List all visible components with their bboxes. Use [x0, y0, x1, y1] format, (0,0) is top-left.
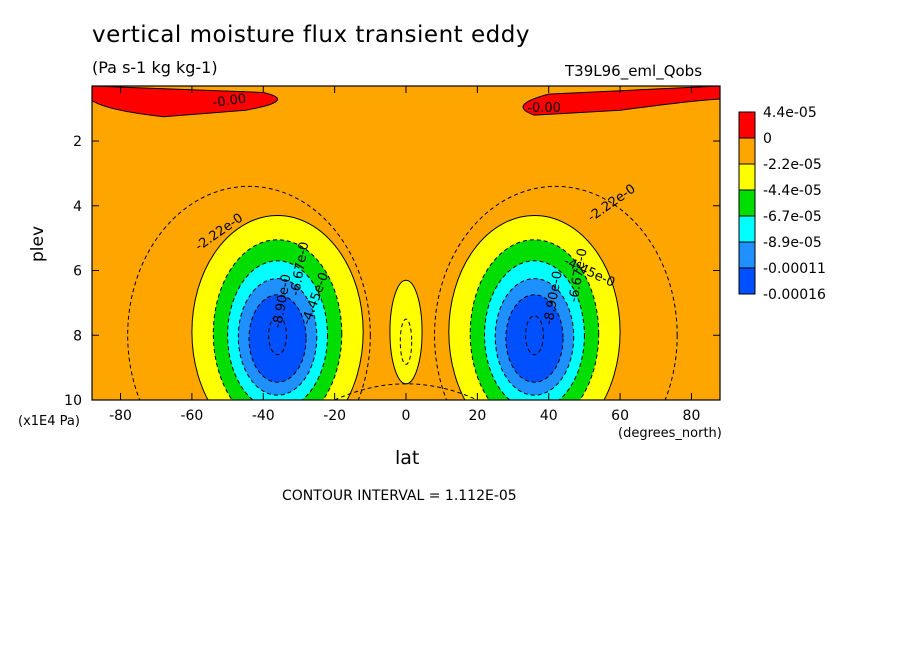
run-name: T39L96_eml_Qobs	[565, 62, 703, 80]
x-tick-label: -80	[109, 408, 132, 424]
colorbar-swatch	[738, 163, 756, 191]
contour-line	[434, 185, 678, 400]
colorbar-label: -0.00016	[763, 287, 826, 303]
colorbar-swatch	[738, 267, 756, 295]
colorbar-swatch	[738, 241, 756, 269]
colorbar-swatch	[738, 189, 756, 217]
x-tick-label: -40	[252, 408, 275, 424]
chart-title: vertical moisture flux transient eddy	[92, 22, 530, 48]
y-axis-label: plev	[28, 225, 48, 262]
y-axis: 2 4 6 8 10	[64, 134, 720, 409]
x-tick-label: 20	[468, 408, 486, 424]
contour-interval: CONTOUR INTERVAL = 1.112E-05	[282, 488, 517, 504]
colorbar-swatch	[738, 111, 756, 139]
contour-line	[399, 318, 413, 365]
colorbar: 4.4e-05 0 -2.2e-05 -4.4e-05 -6.7e-05 -8.9e-05…	[738, 105, 826, 303]
colorbar-label: -6.7e-05	[763, 209, 822, 225]
contour-label: -0.00	[212, 91, 247, 111]
colorbar-label: 0	[763, 131, 772, 147]
contour-line	[525, 315, 544, 356]
positive-region	[522, 86, 720, 116]
colorbar-label: -0.00011	[763, 261, 826, 277]
colorbar-label: 4.4e-05	[763, 105, 817, 121]
contour-line	[268, 315, 287, 356]
y-tick-label: 4	[73, 199, 82, 215]
x-tick-label: 80	[683, 408, 701, 424]
x-tick-label: -60	[180, 408, 203, 424]
contour-level	[389, 279, 423, 385]
contour-level	[248, 294, 307, 383]
colorbar-label: -2.2e-05	[763, 157, 822, 173]
chart-units: (Pa s-1 kg kg-1)	[92, 58, 218, 77]
positive-region	[92, 86, 278, 118]
y-tick-label: 10	[64, 393, 82, 409]
colorbar-label: -8.9e-05	[763, 235, 822, 251]
y-axis-units: (x1E4 Pa)	[18, 414, 80, 429]
x-axis-label: lat	[395, 447, 420, 469]
x-tick-label: 0	[402, 408, 411, 424]
x-tick-label: 40	[540, 408, 558, 424]
colorbar-swatch	[738, 137, 756, 165]
x-tick-label: -20	[323, 408, 346, 424]
y-tick-label: 6	[73, 264, 82, 280]
colorbar-swatch	[738, 215, 756, 243]
y-tick-label: 8	[73, 328, 82, 344]
contour-field	[92, 86, 720, 400]
colorbar-label: -4.4e-05	[763, 183, 822, 199]
contour-label: -0.00	[527, 101, 561, 116]
contour-level	[505, 294, 564, 383]
y-tick-label: 2	[73, 134, 82, 150]
x-axis: -80 -60 -40 -20 0 20 40 60 80	[109, 86, 700, 424]
x-axis-units: (degrees_north)	[618, 426, 722, 441]
contour-line	[127, 185, 371, 400]
contour-line	[334, 383, 478, 400]
x-tick-label: 60	[611, 408, 629, 424]
